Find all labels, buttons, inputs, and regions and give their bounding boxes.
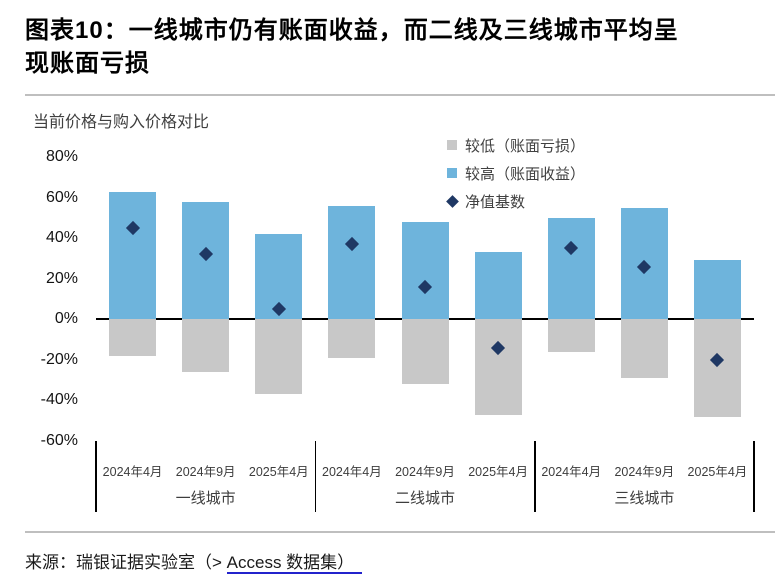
group-divider — [314, 441, 317, 512]
bar-book-loss — [620, 319, 668, 379]
y-tick-label: -40% — [40, 391, 78, 409]
y-tick-label: -20% — [40, 350, 78, 368]
bar-book-loss — [328, 319, 376, 358]
legend-label: 较高（账面收益） — [465, 165, 586, 183]
footer-divider — [25, 531, 775, 533]
y-tick-label: 80% — [45, 148, 78, 166]
x-tick-label: 2024年9月 — [614, 465, 675, 479]
group-divider — [753, 441, 755, 512]
bar-book-loss — [182, 319, 230, 373]
source-line: 来源：瑞银证据实验室（> Access 数据集） — [25, 548, 363, 574]
bar-book-loss — [693, 319, 741, 417]
legend-item-book-loss: 较低（账面亏损） — [447, 131, 585, 159]
access-dataset-link[interactable]: Access 数据集） — [226, 553, 363, 574]
chart-subtitle: 当前价格与购入价格对比 — [33, 114, 210, 131]
bar-book-loss — [401, 319, 449, 385]
legend-label: 净值基数 — [465, 193, 526, 211]
group-divider — [95, 441, 97, 512]
x-tick-label: 2024年4月 — [541, 465, 602, 479]
y-tick-label: 0% — [54, 310, 78, 328]
y-tick-label: -60% — [40, 432, 78, 449]
x-tick-label: 2024年4月 — [102, 465, 163, 479]
bar-book-gain — [547, 217, 595, 320]
x-tick-label: 2024年4月 — [322, 465, 382, 479]
y-tick-label: 40% — [45, 229, 78, 247]
bar-book-gain — [693, 260, 741, 320]
bar-book-loss — [109, 319, 157, 356]
bar-book-loss — [474, 319, 522, 415]
group-label: 三线城市 — [614, 490, 675, 507]
legend-item-book-gain: 较高（账面收益） — [447, 159, 585, 187]
group-divider — [533, 441, 536, 512]
bar-book-loss — [547, 319, 595, 352]
x-tick-label: 2025年4月 — [468, 465, 528, 479]
page-title: 图表10：一线城市仍有账面收益，而二线及三线城市平均呈现账面亏损 — [25, 17, 679, 78]
y-tick-label: 20% — [45, 269, 78, 287]
y-tick-label: 60% — [45, 188, 78, 206]
group-label: 二线城市 — [394, 490, 455, 507]
book-gain-swatch-icon — [447, 168, 457, 178]
title-divider — [25, 94, 775, 96]
source-text: 来源：瑞银证据实验室（> — [25, 553, 227, 572]
legend-item-net-value: 净值基数 — [446, 187, 585, 215]
legend-label: 较低（账面亏损） — [465, 137, 586, 155]
bar-book-gain — [328, 205, 376, 320]
bar-book-gain — [109, 191, 157, 320]
x-tick-label: 2025年4月 — [248, 465, 309, 479]
bar-book-loss — [255, 319, 303, 395]
bar-book-gain — [401, 221, 449, 320]
bar-book-gain — [474, 252, 522, 320]
book-loss-swatch-icon — [447, 140, 457, 150]
x-tick-label: 2024年9月 — [175, 465, 236, 479]
chart-legend: 较低（账面亏损） 较高（账面收益） 净值基数 — [446, 131, 585, 215]
x-tick-label: 2025年4月 — [687, 465, 748, 479]
group-label: 一线城市 — [175, 490, 236, 507]
x-tick-label: 2024年9月 — [395, 465, 455, 479]
